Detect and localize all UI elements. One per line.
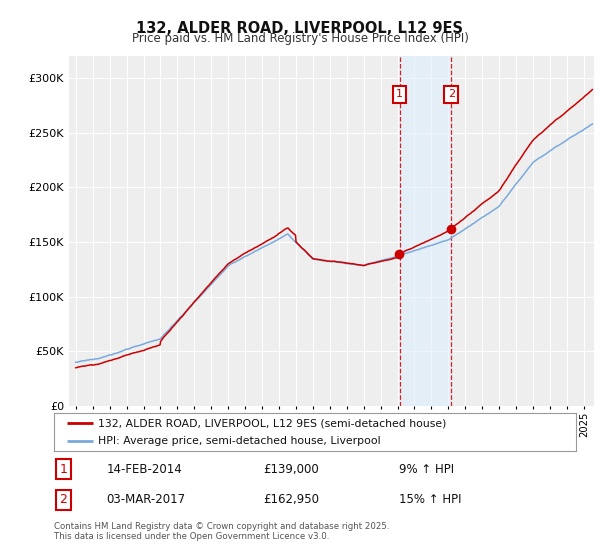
Text: 1: 1 [59, 463, 67, 475]
Text: 2: 2 [59, 493, 67, 506]
Text: 03-MAR-2017: 03-MAR-2017 [106, 493, 185, 506]
Text: 2: 2 [448, 90, 455, 100]
Text: 1: 1 [396, 90, 403, 100]
Text: £162,950: £162,950 [263, 493, 319, 506]
Text: 9% ↑ HPI: 9% ↑ HPI [398, 463, 454, 475]
Bar [400, 56, 451, 406]
Text: HPI: Average price, semi-detached house, Liverpool: HPI: Average price, semi-detached house,… [98, 436, 381, 446]
Text: Price paid vs. HM Land Registry's House Price Index (HPI): Price paid vs. HM Land Registry's House … [131, 32, 469, 45]
Text: 14-FEB-2014: 14-FEB-2014 [106, 463, 182, 475]
Text: £139,000: £139,000 [263, 463, 319, 475]
Text: 15% ↑ HPI: 15% ↑ HPI [398, 493, 461, 506]
Text: 132, ALDER ROAD, LIVERPOOL, L12 9ES: 132, ALDER ROAD, LIVERPOOL, L12 9ES [137, 21, 464, 36]
Text: Contains HM Land Registry data © Crown copyright and database right 2025.
This d: Contains HM Land Registry data © Crown c… [54, 522, 389, 542]
Text: 132, ALDER ROAD, LIVERPOOL, L12 9ES (semi-detached house): 132, ALDER ROAD, LIVERPOOL, L12 9ES (sem… [98, 418, 447, 428]
